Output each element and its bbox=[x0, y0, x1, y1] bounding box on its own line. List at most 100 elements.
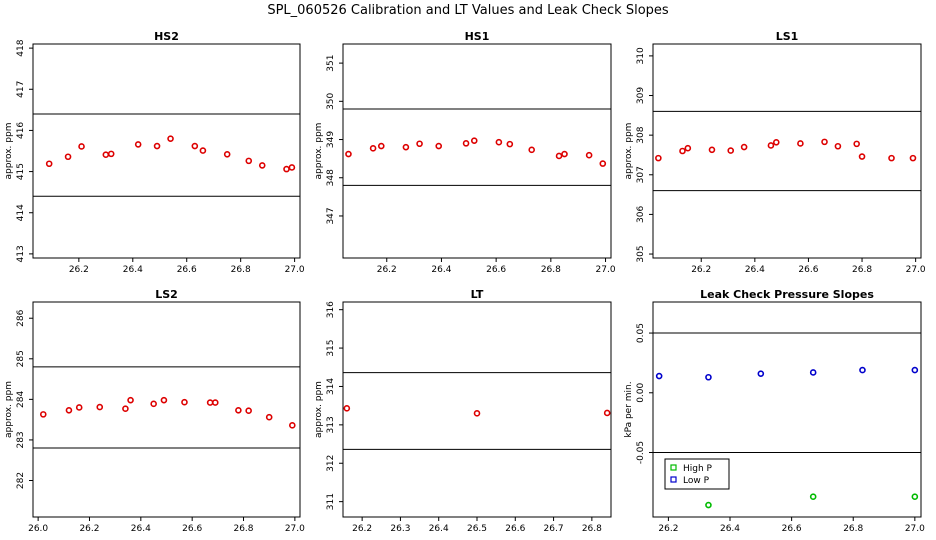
y-axis-label: kPa per min. bbox=[624, 381, 634, 437]
plot-frame bbox=[652, 301, 922, 518]
data-point bbox=[167, 135, 174, 142]
data-point bbox=[684, 144, 692, 152]
y-tick-label: 285 bbox=[16, 350, 26, 367]
y-axis-label: approx. ppm bbox=[4, 381, 14, 438]
data-point bbox=[809, 369, 817, 376]
data-point bbox=[561, 150, 568, 158]
data-point bbox=[75, 404, 83, 411]
x-tick-label: 26.4 bbox=[431, 265, 451, 275]
x-tick-label: 26.4 bbox=[745, 265, 765, 275]
data-point bbox=[160, 396, 168, 404]
x-tick-label: 27.0 bbox=[596, 265, 616, 275]
data-point bbox=[211, 399, 219, 406]
panel-5: LT 26.2 26.3 26.4 26.5 26.6 26.7 26.8 311 312 313 3… bbox=[314, 288, 612, 534]
y-tick-label: 282 bbox=[16, 472, 26, 489]
legend-label: Low P bbox=[683, 476, 710, 486]
data-point bbox=[528, 146, 535, 154]
data-point bbox=[809, 493, 817, 500]
x-tick-label: 26.6 bbox=[177, 265, 197, 275]
data-point bbox=[708, 146, 716, 154]
y-tick-label: 305 bbox=[636, 245, 646, 262]
y-tick-label: 347 bbox=[326, 207, 336, 224]
y-tick-label: 348 bbox=[326, 169, 336, 186]
data-point bbox=[64, 153, 72, 161]
legend-marker bbox=[670, 476, 677, 483]
data-point bbox=[772, 138, 780, 146]
data-point bbox=[402, 143, 410, 151]
x-tick-label: 26.8 bbox=[582, 524, 602, 534]
data-point bbox=[78, 143, 85, 150]
y-tick-label: 413 bbox=[16, 245, 26, 262]
x-tick-label: 26.7 bbox=[544, 524, 564, 534]
x-tick-label: 26.5 bbox=[467, 524, 487, 534]
data-point bbox=[603, 409, 611, 417]
data-point bbox=[45, 160, 53, 168]
x-tick-label: 26.4 bbox=[720, 524, 740, 534]
x-tick-label: 26.4 bbox=[429, 524, 449, 534]
data-point bbox=[506, 140, 514, 148]
y-tick-label: 315 bbox=[326, 339, 336, 356]
data-point bbox=[96, 403, 104, 411]
data-point bbox=[909, 154, 917, 162]
x-tick-label: 27.0 bbox=[285, 265, 305, 275]
y-tick-label: 310 bbox=[636, 47, 646, 64]
y-axis-label: approx. ppm bbox=[4, 123, 14, 180]
y-tick-label: 286 bbox=[16, 309, 26, 326]
x-tick-label: 26.8 bbox=[852, 265, 872, 275]
x-tick-label: 26.2 bbox=[79, 524, 99, 534]
data-point bbox=[834, 142, 842, 150]
data-point bbox=[757, 370, 765, 377]
data-point bbox=[859, 366, 866, 374]
y-tick-label: 308 bbox=[636, 126, 646, 143]
x-tick-label: 26.6 bbox=[782, 524, 802, 534]
data-point bbox=[858, 153, 866, 160]
data-point bbox=[150, 400, 157, 408]
y-axis-label: approx. ppm bbox=[314, 123, 324, 180]
x-tick-label: 26.2 bbox=[658, 524, 678, 534]
x-tick-label: 26.2 bbox=[377, 265, 397, 275]
y-tick-label: 416 bbox=[16, 122, 26, 139]
panel-4: LS2 26.0 26.2 26.4 26.6 26.8 27.0 282 283 284 285 2… bbox=[4, 288, 305, 534]
data-point bbox=[223, 150, 231, 158]
data-point bbox=[655, 372, 663, 380]
legend-marker bbox=[670, 464, 677, 471]
panel-3: LS1 26.2 26.4 26.6 26.8 27.0 305 306 307 308 309 31… bbox=[624, 30, 926, 275]
data-point bbox=[462, 140, 470, 147]
data-point bbox=[797, 140, 804, 147]
data-point bbox=[245, 407, 252, 415]
x-tick-label: 26.3 bbox=[390, 524, 410, 534]
data-point bbox=[911, 493, 919, 500]
data-point bbox=[679, 147, 686, 155]
y-tick-label: 314 bbox=[326, 378, 336, 395]
data-point bbox=[181, 398, 188, 406]
panel-1: HS2 26.2 26.4 26.6 26.8 27.0 413 414 415 416 417 41… bbox=[4, 30, 305, 275]
y-axis-label: approx. ppm bbox=[314, 381, 324, 438]
y-tick-label: -0.05 bbox=[636, 441, 646, 464]
legend-label: High P bbox=[683, 464, 713, 474]
data-point bbox=[265, 413, 273, 421]
x-tick-label: 26.8 bbox=[843, 524, 863, 534]
y-tick-label: 415 bbox=[16, 163, 26, 180]
data-point bbox=[470, 137, 478, 144]
data-point bbox=[585, 151, 593, 159]
x-tick-label: 27.0 bbox=[905, 524, 925, 534]
y-tick-label: 312 bbox=[326, 455, 336, 472]
y-tick-label: 284 bbox=[16, 391, 26, 408]
panel-title: HS1 bbox=[465, 30, 490, 43]
panel-title: HS2 bbox=[154, 30, 179, 43]
data-point bbox=[134, 141, 142, 148]
data-point bbox=[377, 142, 385, 150]
y-tick-label: 350 bbox=[326, 92, 336, 109]
data-point bbox=[495, 138, 503, 146]
panel-title: LT bbox=[471, 288, 484, 301]
data-point bbox=[767, 142, 775, 149]
data-point bbox=[288, 422, 296, 429]
data-point bbox=[655, 154, 662, 162]
data-point bbox=[65, 407, 73, 414]
data-point bbox=[435, 142, 443, 150]
data-point bbox=[39, 411, 47, 418]
y-axis-label: approx. ppm bbox=[624, 123, 634, 180]
data-point bbox=[258, 162, 266, 169]
data-point bbox=[199, 147, 207, 154]
